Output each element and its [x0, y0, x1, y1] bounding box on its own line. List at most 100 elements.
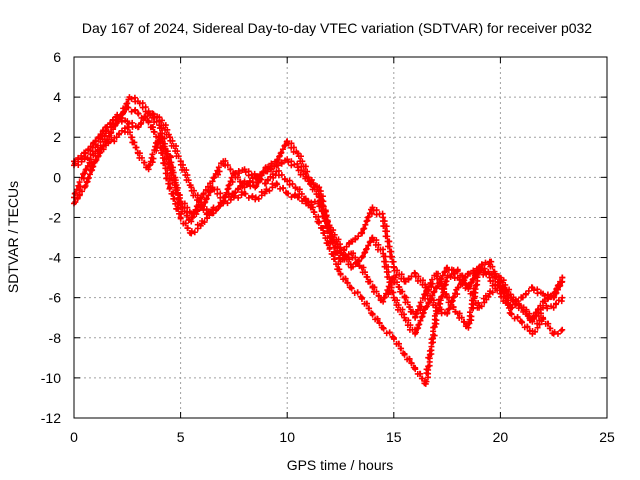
trail-point — [404, 299, 411, 306]
trail-point — [82, 167, 89, 174]
trail-point — [422, 281, 429, 288]
trail-point — [423, 378, 430, 385]
trail-point — [454, 291, 461, 298]
trail-point — [302, 200, 309, 207]
trail-point — [268, 166, 275, 173]
trail-point — [161, 155, 168, 162]
trail-point — [473, 265, 480, 272]
trail-point — [534, 290, 541, 297]
trail-point — [175, 200, 182, 207]
x-tick-label: 25 — [599, 429, 615, 445]
trail-point — [546, 325, 553, 332]
trail-point — [142, 114, 149, 121]
trail-point — [194, 207, 201, 214]
trail-point — [203, 196, 210, 203]
trail-point — [399, 288, 406, 295]
trail-point — [107, 121, 114, 128]
trail-point — [393, 279, 400, 286]
trail-point — [218, 200, 225, 207]
trail-point — [395, 340, 402, 347]
trail-point — [322, 208, 329, 215]
trail-point — [552, 301, 559, 308]
trail-point — [161, 143, 168, 150]
trail-point — [231, 192, 238, 199]
trail-point — [388, 284, 395, 291]
trail-point — [468, 313, 475, 320]
trail-point — [120, 105, 127, 112]
trail-point — [84, 154, 91, 161]
trail-point — [121, 125, 128, 132]
trail-point — [508, 311, 515, 318]
x-tick-label: 0 — [70, 429, 78, 445]
trail-point — [417, 307, 424, 314]
trail-point — [365, 305, 372, 312]
axis-ticks — [73, 56, 608, 419]
trail-point — [388, 253, 395, 260]
trail-point — [172, 143, 179, 150]
trail-point — [183, 167, 190, 174]
trail-point — [383, 228, 390, 235]
trail-point — [489, 263, 496, 270]
trail-point — [78, 152, 85, 159]
trail-point — [165, 131, 172, 138]
trail-point — [188, 228, 195, 235]
trail-point — [376, 319, 383, 326]
trail-point — [210, 175, 217, 182]
trail-point — [354, 258, 361, 265]
trail-point — [164, 170, 171, 177]
trail-point — [154, 113, 161, 120]
chart-title: Day 167 of 2024, Sidereal Day-to-day VTE… — [82, 20, 592, 36]
trail-point — [285, 190, 292, 197]
trail-point — [442, 278, 449, 285]
trail-point — [418, 314, 425, 321]
trail-point — [223, 189, 230, 196]
trail-point — [354, 289, 361, 296]
trail-point — [247, 183, 254, 190]
trail-point — [118, 118, 125, 125]
trail-point — [138, 154, 145, 161]
trail-point — [274, 181, 281, 188]
trail-point — [515, 298, 522, 305]
data-points — [71, 94, 566, 387]
trail-point — [76, 187, 83, 194]
trail-point — [401, 351, 408, 358]
trail-point — [417, 299, 424, 306]
x-axis-title: GPS time / hours — [287, 457, 394, 473]
trail-point — [71, 190, 78, 197]
trail-point — [458, 272, 465, 279]
trail-point — [201, 219, 208, 226]
trail-point — [530, 315, 537, 322]
trail-point — [434, 307, 441, 314]
trail-point — [271, 163, 278, 170]
trail-point — [385, 268, 392, 275]
trail-point — [364, 214, 371, 221]
trail-point — [276, 153, 283, 160]
trail-point — [412, 311, 419, 318]
trail-point — [264, 168, 271, 175]
trail-point — [345, 251, 352, 258]
y-tick-label: 0 — [53, 169, 61, 185]
trail-point — [168, 154, 175, 161]
trail-point — [236, 170, 243, 177]
trail-point — [386, 329, 393, 336]
trail-point — [212, 207, 219, 214]
trail-point — [330, 256, 337, 263]
trail-point — [346, 240, 353, 247]
trail-point — [360, 226, 367, 233]
trail-point — [448, 298, 455, 305]
trail-point — [234, 174, 241, 181]
trail-point — [485, 293, 492, 300]
trail-point — [149, 159, 156, 166]
trail-point — [204, 210, 211, 217]
trail-point — [171, 179, 178, 186]
trail-point — [342, 275, 349, 282]
trail-point — [128, 108, 135, 115]
trail-point — [160, 160, 167, 167]
trail-point — [548, 303, 555, 310]
trail-point — [169, 190, 176, 197]
data-point — [559, 326, 566, 333]
trail-point — [132, 106, 139, 113]
trail-point — [530, 287, 537, 294]
trail-point — [75, 161, 82, 168]
trail-point — [405, 276, 412, 283]
